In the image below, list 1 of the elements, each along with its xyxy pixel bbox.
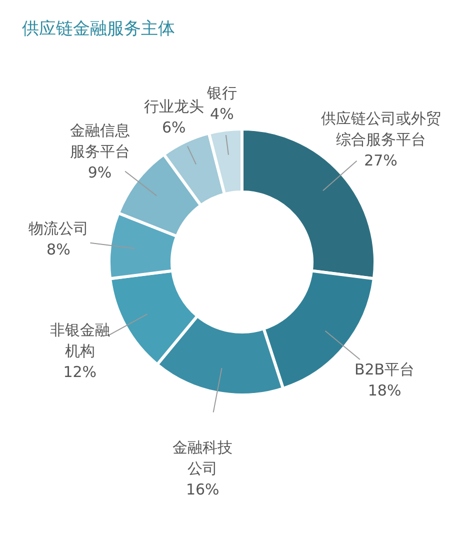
title: 供应链金融服务主体: [22, 19, 175, 39]
